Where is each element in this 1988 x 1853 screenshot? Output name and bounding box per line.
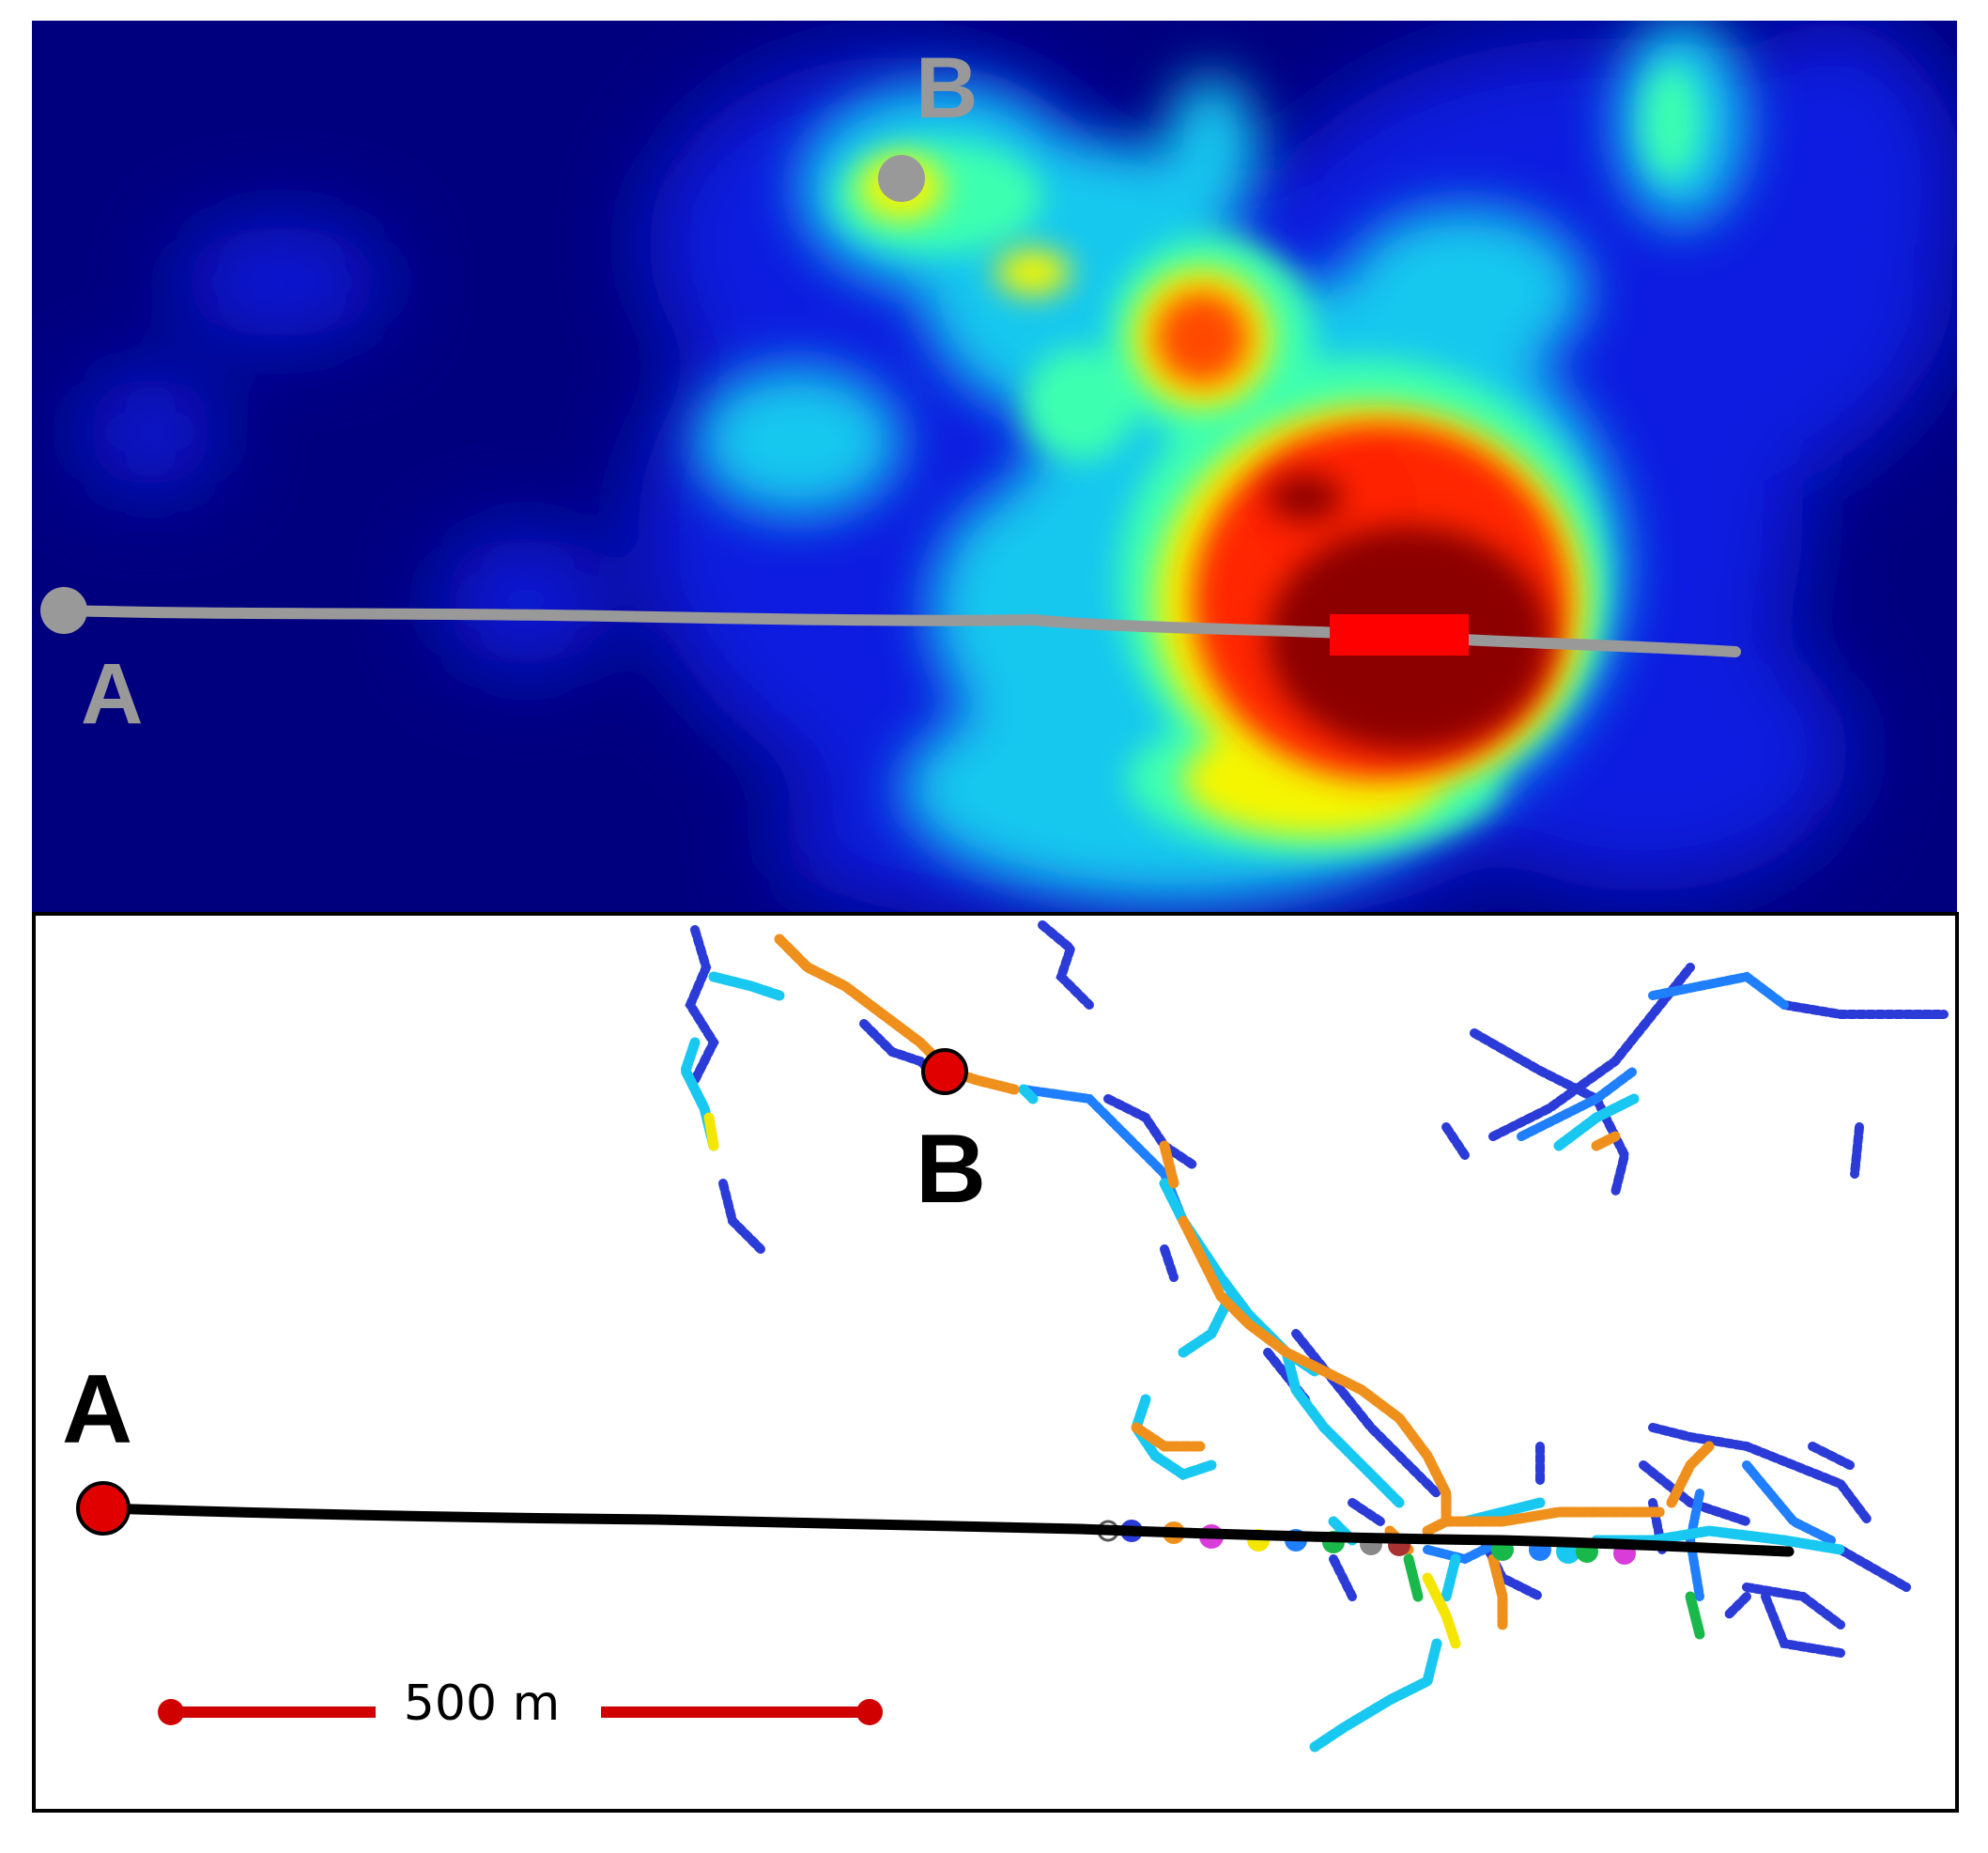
point-a-marker-bottom: [76, 1481, 131, 1536]
scale-bar-label: 500 m: [404, 1675, 560, 1732]
point-b-marker-bottom: [921, 1048, 968, 1095]
route-line-top: [58, 605, 1741, 657]
trace-panel-frame: [32, 912, 1959, 1813]
trace-panel: [32, 912, 1959, 1813]
point-a-marker-top: [40, 587, 87, 634]
heatmap-panel: [32, 21, 1957, 913]
highlight-segment: [1330, 614, 1469, 656]
traces-blue: [685, 920, 1949, 1658]
label-b-bottom: B: [916, 1115, 986, 1224]
traces-small-segments: [703, 1112, 1705, 1649]
point-b-marker-top: [878, 155, 925, 202]
label-a-top: A: [81, 646, 143, 742]
route-line-bottom: [98, 1503, 1795, 1557]
label-a-bottom: A: [62, 1355, 132, 1464]
label-b-top: B: [916, 40, 978, 136]
traces-orange: [774, 934, 1715, 1630]
scale-bar: [158, 1699, 883, 1725]
traces-cyan: [680, 971, 1846, 1753]
